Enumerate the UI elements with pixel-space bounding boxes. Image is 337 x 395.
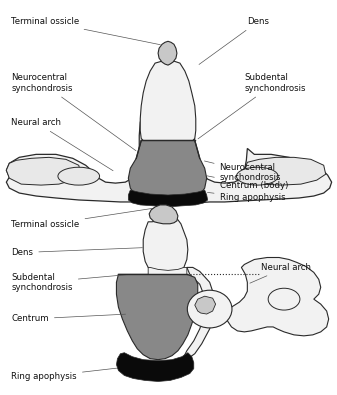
Text: Ring apophysis: Ring apophysis xyxy=(208,192,285,203)
Text: Terminal ossicle: Terminal ossicle xyxy=(11,207,159,229)
Polygon shape xyxy=(227,258,329,336)
Ellipse shape xyxy=(58,167,99,185)
Text: Neurocentral
synchondrosis: Neurocentral synchondrosis xyxy=(205,161,281,182)
Text: Dens: Dens xyxy=(199,17,269,64)
Polygon shape xyxy=(6,157,81,185)
Polygon shape xyxy=(158,41,177,65)
Polygon shape xyxy=(140,61,196,141)
Text: Neural arch: Neural arch xyxy=(11,118,113,171)
Text: Centrum (body): Centrum (body) xyxy=(207,176,288,190)
Polygon shape xyxy=(6,59,332,203)
Polygon shape xyxy=(148,267,187,275)
Polygon shape xyxy=(128,190,208,207)
Polygon shape xyxy=(149,205,178,224)
Polygon shape xyxy=(116,353,194,382)
Polygon shape xyxy=(244,157,326,185)
Polygon shape xyxy=(183,267,215,359)
Polygon shape xyxy=(128,141,207,197)
Text: Ring apophysis: Ring apophysis xyxy=(11,367,128,381)
Ellipse shape xyxy=(268,288,300,310)
Text: Centrum: Centrum xyxy=(11,314,126,324)
Text: Subdental
synchondrosis: Subdental synchondrosis xyxy=(198,73,306,139)
Text: Dens: Dens xyxy=(11,248,143,257)
Text: Neurocentral
synchondrosis: Neurocentral synchondrosis xyxy=(11,73,136,151)
Text: Terminal ossicle: Terminal ossicle xyxy=(11,17,160,45)
Text: Subdental
synchondrosis: Subdental synchondrosis xyxy=(11,273,127,292)
Polygon shape xyxy=(116,275,198,360)
Ellipse shape xyxy=(237,167,278,185)
Text: Neural arch: Neural arch xyxy=(250,263,311,283)
Polygon shape xyxy=(195,296,216,314)
Polygon shape xyxy=(143,212,188,275)
Ellipse shape xyxy=(187,290,232,328)
